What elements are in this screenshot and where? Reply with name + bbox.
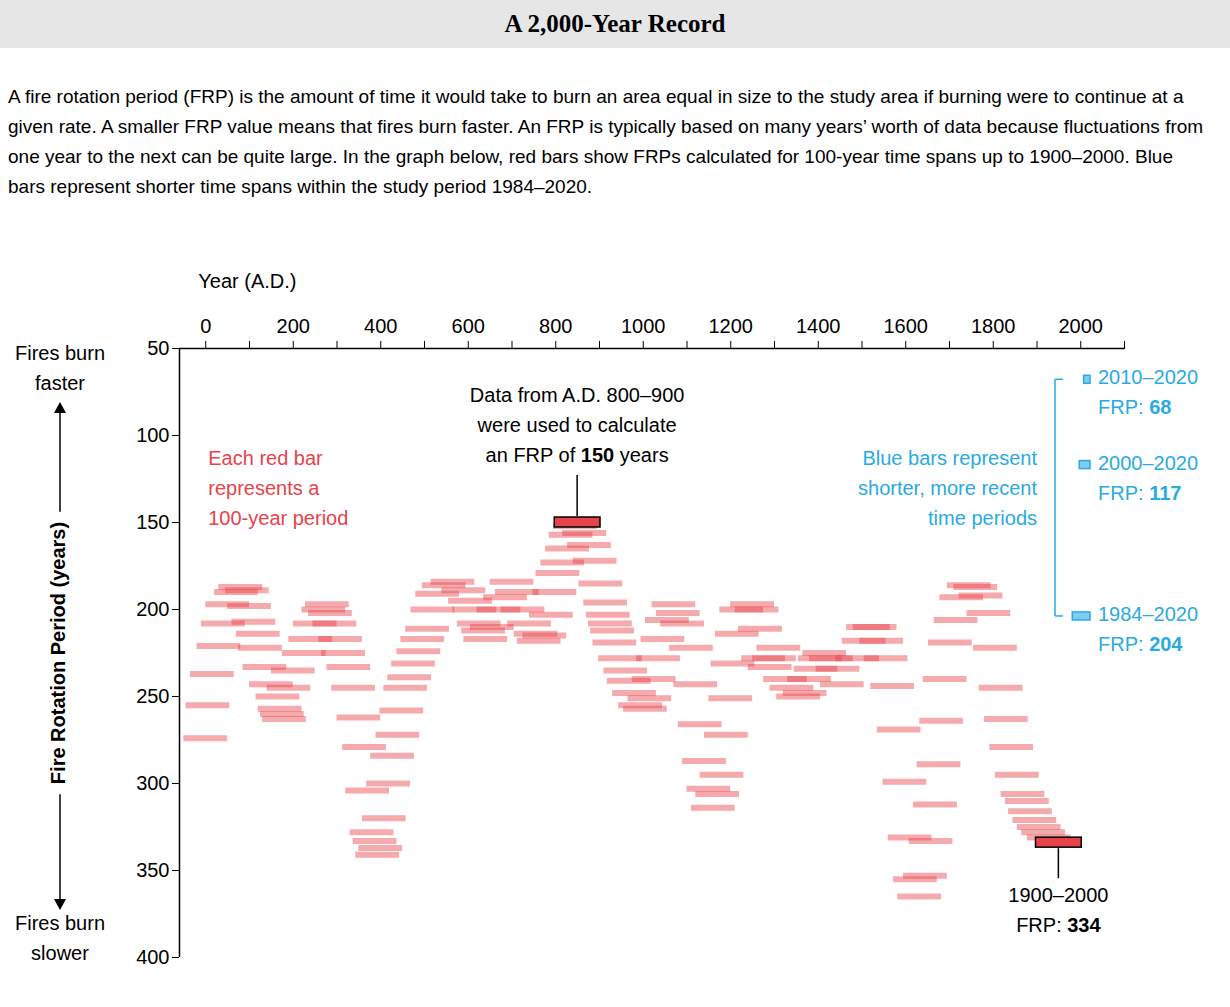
svg-text:350: 350 bbox=[136, 859, 169, 881]
svg-text:1800: 1800 bbox=[971, 315, 1016, 337]
svg-text:2000: 2000 bbox=[1059, 315, 1104, 337]
svg-text:shorter, more recent: shorter, more recent bbox=[858, 477, 1037, 499]
svg-text:1000: 1000 bbox=[621, 315, 666, 337]
svg-text:2000–2020: 2000–2020 bbox=[1098, 452, 1198, 474]
svg-text:Fires burn: Fires burn bbox=[15, 342, 105, 364]
svg-text:were used to calculate: were used to calculate bbox=[477, 414, 677, 436]
svg-text:0: 0 bbox=[200, 315, 211, 337]
svg-text:1984–2020: 1984–2020 bbox=[1098, 603, 1198, 625]
svg-text:FRP: 68: FRP: 68 bbox=[1098, 397, 1171, 419]
svg-text:Fires burn: Fires burn bbox=[15, 912, 105, 934]
svg-text:50: 50 bbox=[147, 337, 169, 359]
svg-text:600: 600 bbox=[452, 315, 485, 337]
html-text:A fire rotation period (FRP) i: A fire rotation period (FRP) is the amou… bbox=[8, 86, 1204, 197]
svg-text:400: 400 bbox=[364, 315, 397, 337]
svg-text:FRP: 117: FRP: 117 bbox=[1098, 482, 1181, 504]
svg-text:100-year period: 100-year period bbox=[208, 507, 348, 529]
svg-text:time periods: time periods bbox=[928, 507, 1037, 529]
svg-text:100: 100 bbox=[136, 424, 169, 446]
svg-text:250: 250 bbox=[136, 685, 169, 707]
svg-text:400: 400 bbox=[136, 946, 169, 968]
svg-text:slower: slower bbox=[31, 942, 89, 964]
svg-text:1400: 1400 bbox=[796, 315, 841, 337]
svg-text:1200: 1200 bbox=[709, 315, 754, 337]
svg-text:Each red bar: Each red bar bbox=[208, 447, 323, 469]
svg-text:2010–2020: 2010–2020 bbox=[1098, 367, 1198, 389]
html-text:A 2,000-Year Record: A 2,000-Year Record bbox=[504, 10, 726, 37]
svg-text:200: 200 bbox=[277, 315, 310, 337]
svg-text:800: 800 bbox=[539, 315, 572, 337]
svg-text:FRP: 334: FRP: 334 bbox=[1016, 914, 1101, 936]
svg-text:300: 300 bbox=[136, 772, 169, 794]
svg-text:an FRP of 150 years: an FRP of 150 years bbox=[486, 444, 669, 466]
svg-text:1600: 1600 bbox=[884, 315, 929, 337]
svg-text:Year (A.D.): Year (A.D.) bbox=[198, 270, 296, 292]
svg-text:Data from A.D. 800–900: Data from A.D. 800–900 bbox=[470, 384, 685, 406]
svg-text:FRP: 204: FRP: 204 bbox=[1098, 633, 1183, 655]
svg-text:faster: faster bbox=[35, 372, 85, 394]
svg-text:200: 200 bbox=[136, 598, 169, 620]
svg-text:1900–2000: 1900–2000 bbox=[1008, 884, 1108, 906]
svg-text:Fire Rotation Period (years): Fire Rotation Period (years) bbox=[47, 522, 69, 784]
svg-text:represents a: represents a bbox=[208, 477, 320, 499]
svg-text:150: 150 bbox=[136, 511, 169, 533]
svg-text:Blue bars represent: Blue bars represent bbox=[862, 447, 1037, 469]
